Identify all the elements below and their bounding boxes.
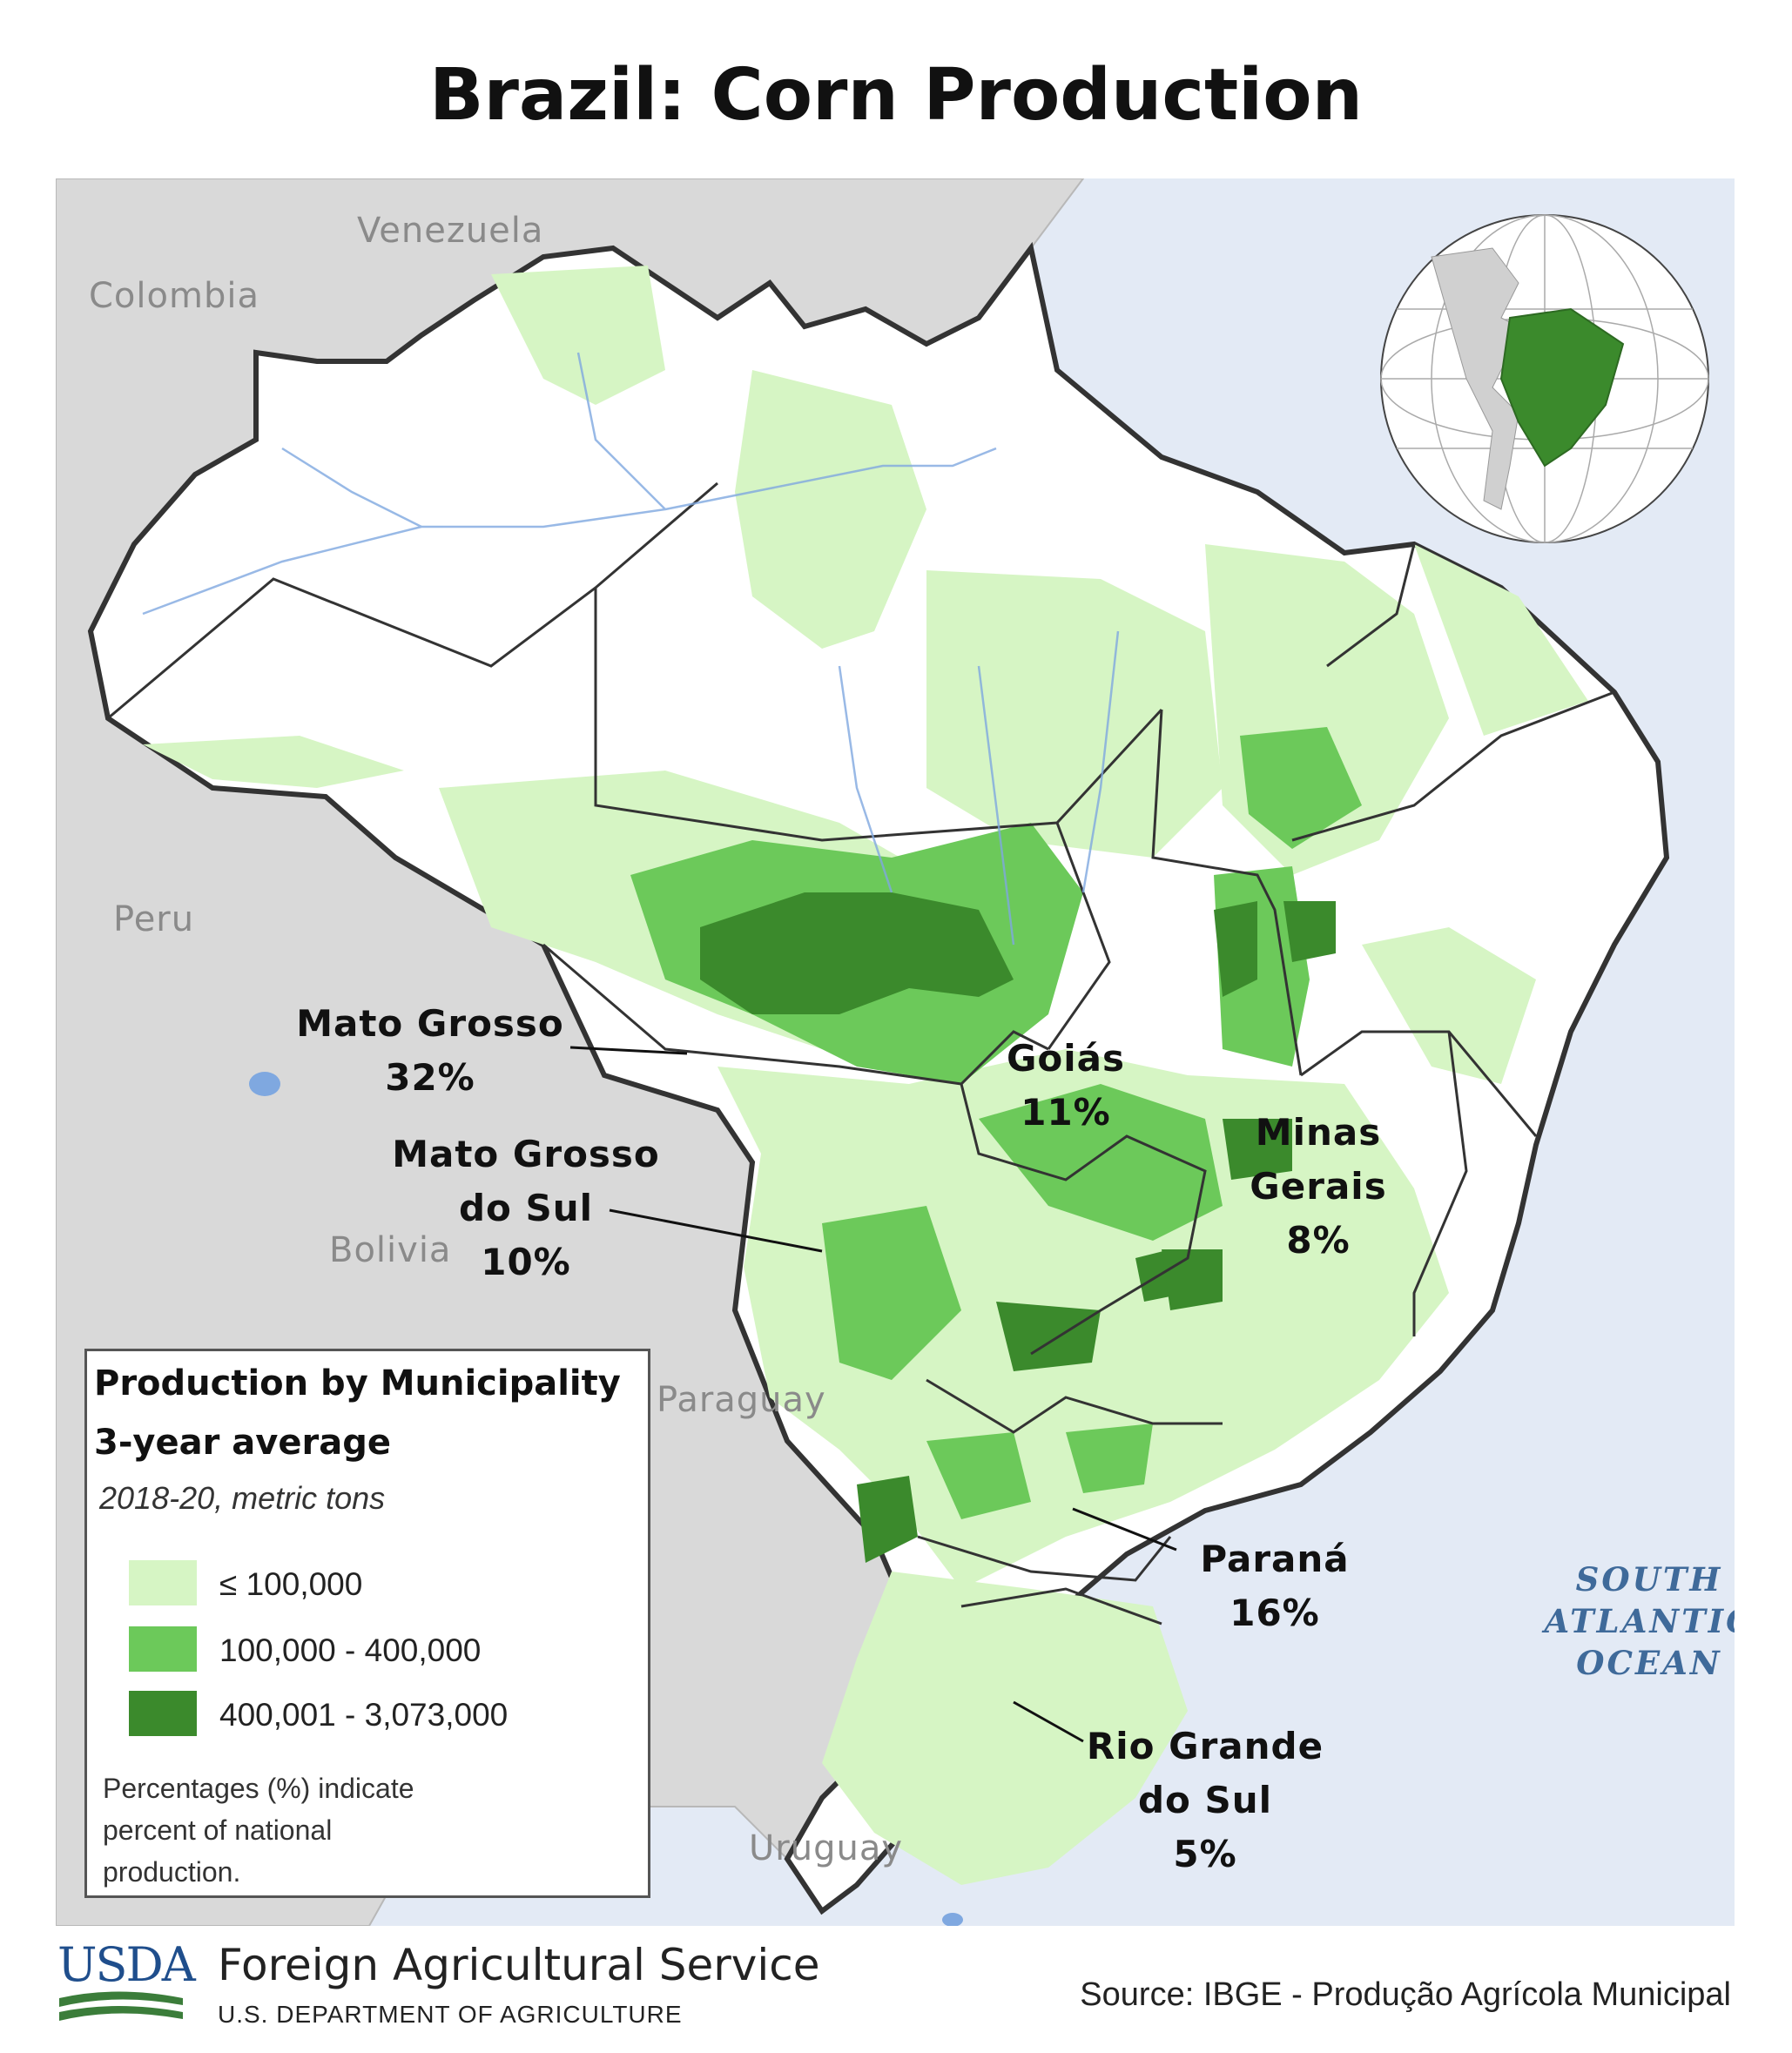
lake	[249, 1072, 280, 1096]
rivers	[142, 352, 1120, 946]
map-legend: Production by Municipality 3-year averag…	[84, 1349, 650, 1898]
legend-swatch-low	[129, 1560, 197, 1605]
low-production-areas	[143, 266, 1588, 1885]
state-label-parana: Paraná 16%	[1200, 1538, 1350, 1634]
state-label-rio-grande-do-sul: Rio Grande do Sul 5%	[1086, 1725, 1324, 1875]
legend-swatch-high	[129, 1691, 197, 1736]
legend-label-mid: 100,000 - 400,000	[219, 1632, 482, 1668]
country-label-paraguay: Paraguay	[657, 1380, 826, 1420]
state-label-goias: Goiás 11%	[1006, 1037, 1126, 1134]
leader-lines	[569, 1046, 1177, 1743]
country-label-colombia: Colombia	[89, 276, 259, 316]
map-area: Venezuela Colombia Peru Bolivia Paraguay…	[56, 178, 1735, 1926]
high-production-areas	[700, 892, 1336, 1563]
source-credit: Source: IBGE - Produção Agrícola Municip…	[1080, 1976, 1731, 2013]
legend-swatch-mid	[129, 1626, 197, 1672]
mid-production-areas	[630, 727, 1362, 1519]
department-name: U.S. DEPARTMENT OF AGRICULTURE	[218, 2001, 683, 2028]
state-label-minas-gerais: Minas Gerais 8%	[1250, 1111, 1387, 1262]
legend-label-high: 400,001 - 3,073,000	[219, 1697, 509, 1733]
country-label-peru: Peru	[113, 899, 195, 939]
legend-title: Production by Municipality	[94, 1363, 621, 1403]
globe-brazil	[1499, 307, 1625, 468]
country-label-uruguay: Uruguay	[749, 1828, 903, 1868]
lake	[942, 1913, 963, 1926]
legend-title-line2: 3-year average	[94, 1423, 391, 1463]
legend-note: Percentages (%) indicate percent of nati…	[103, 1773, 414, 1888]
locator-globe	[1371, 205, 1719, 557]
legend-label-low: ≤ 100,000	[219, 1566, 363, 1602]
brazil-map-svg	[56, 178, 1670, 1926]
state-borders	[107, 481, 1615, 1626]
legend-subtitle: 2018-20, metric tons	[99, 1480, 386, 1516]
state-label-mato-grosso: Mato Grosso 32%	[296, 1002, 564, 1099]
map-title: Brazil: Corn Production	[428, 54, 1363, 137]
state-label-mato-grosso-do-sul: Mato Grosso do Sul 10%	[392, 1133, 660, 1283]
agency-name: Foreign Agricultural Service	[218, 1940, 820, 1990]
usda-wordmark: USDA	[57, 1937, 196, 1992]
ocean-label: SOUTH ATLANTIC OCEAN	[1544, 1560, 1735, 1682]
usda-logo	[56, 1937, 186, 2037]
country-label-venezuela: Venezuela	[357, 211, 544, 251]
country-label-bolivia: Bolivia	[329, 1230, 452, 1270]
